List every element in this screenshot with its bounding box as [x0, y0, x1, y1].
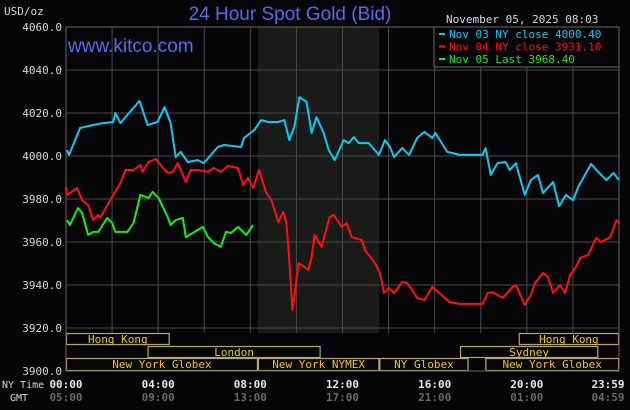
- session-bar: [147, 345, 321, 359]
- y-tick-label: 3940.0: [22, 279, 62, 292]
- x-tick-label-ny: 16:00: [418, 378, 451, 391]
- chart-timestamp: November 05, 2025 08:03: [446, 13, 599, 26]
- session-bar: [459, 345, 599, 359]
- x-tick-label-gmt: 05:00: [49, 391, 82, 404]
- plot-border: [65, 26, 620, 372]
- session-label: Hong Kong: [88, 333, 148, 346]
- legend-entry: Nov 04 NY close 3931.10: [449, 41, 601, 54]
- session-label: London: [214, 346, 254, 359]
- y-tick-label: 4000.0: [22, 150, 62, 163]
- x-tick-label-gmt: 13:00: [234, 391, 267, 404]
- session-label: Sydney: [509, 346, 549, 359]
- sessions-background: [66, 333, 619, 371]
- ny-time-row-label: NY Time: [2, 380, 44, 391]
- x-tick-label-gmt: 04:59: [591, 391, 624, 404]
- x-tick-label-ny: 20:00: [510, 378, 543, 391]
- x-tick-label-gmt: 01:00: [510, 391, 543, 404]
- y-tick-label: 3900.0: [22, 365, 62, 378]
- legend-entry: Nov 05 Last 3968.40: [449, 53, 575, 66]
- session-label: New York Globex: [112, 358, 212, 371]
- session-label: New York Globex: [503, 358, 603, 371]
- y-tick-label: 3920.0: [22, 322, 62, 335]
- gmt-row-label: GMT: [10, 393, 28, 404]
- series-line-1: [65, 158, 620, 311]
- session-label: Hong Kong: [539, 333, 599, 346]
- x-tick-label-ny: 23:59: [591, 378, 624, 391]
- y-tick-label: 4060.0: [22, 21, 62, 34]
- x-tick-label-gmt: 21:00: [418, 391, 451, 404]
- legend-box: [433, 26, 620, 68]
- y-axis-unit: USD/oz: [4, 5, 44, 18]
- x-tick-label-gmt: 17:00: [326, 391, 359, 404]
- session-label: New York NYMEX: [272, 358, 365, 371]
- kitco-watermark[interactable]: www.kitco.com: [68, 36, 194, 57]
- y-tick-label: 4040.0: [22, 64, 62, 77]
- x-tick-label-ny: 00:00: [49, 378, 82, 391]
- y-tick-label: 3980.0: [22, 193, 62, 206]
- x-tick-label-ny: 04:00: [142, 378, 175, 391]
- legend-entry: Nov 03 NY close 4000.40: [449, 28, 601, 41]
- chart-title: 24 Hour Spot Gold (Bid): [188, 4, 392, 25]
- x-tick-label-ny: 08:00: [234, 378, 267, 391]
- session-label: NY Globex: [394, 358, 454, 371]
- x-tick-label-ny: 12:00: [326, 378, 359, 391]
- x-tick-label-gmt: 09:00: [142, 391, 175, 404]
- y-tick-label: 3960.0: [22, 236, 62, 249]
- series-line-2: [66, 190, 254, 248]
- y-tick-label: 4020.0: [22, 107, 62, 120]
- series-line-0: [65, 96, 620, 208]
